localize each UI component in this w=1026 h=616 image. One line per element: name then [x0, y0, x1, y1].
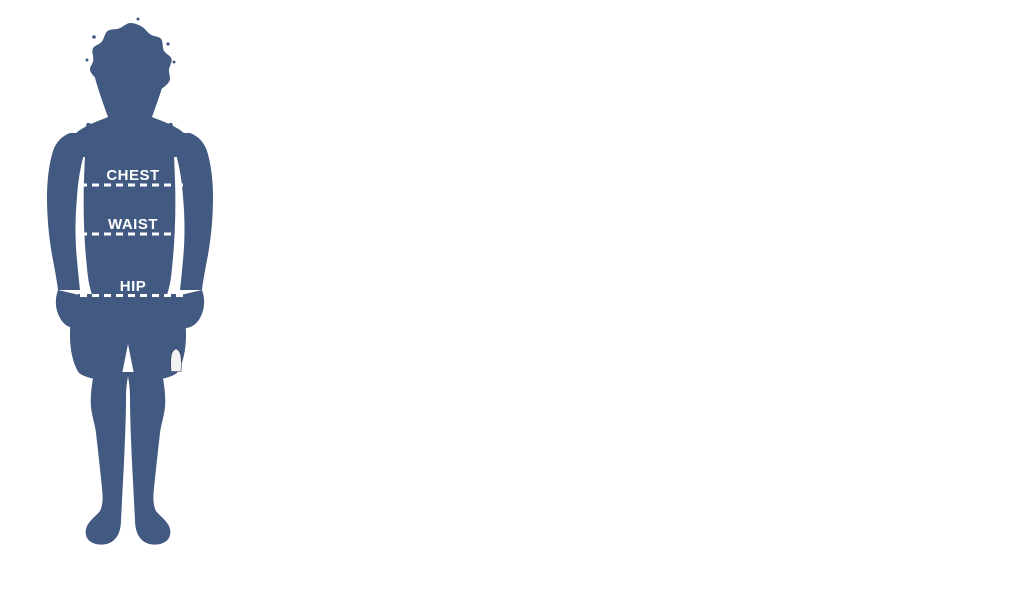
svg-text:HIP: HIP	[120, 278, 147, 295]
svg-text:CHEST: CHEST	[106, 167, 159, 184]
svg-text:WAIST: WAIST	[108, 216, 158, 233]
